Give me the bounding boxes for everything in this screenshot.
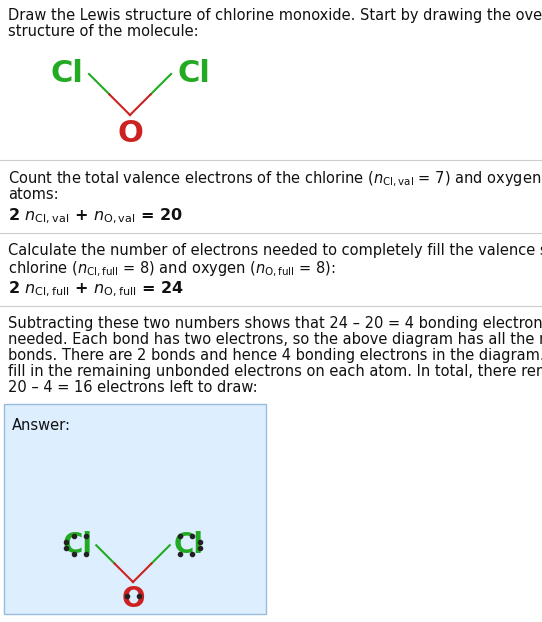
Text: 20 – 4 = 16 electrons left to draw:: 20 – 4 = 16 electrons left to draw: — [8, 380, 257, 395]
Text: bonds. There are 2 bonds and hence 4 bonding electrons in the diagram. Lastly,: bonds. There are 2 bonds and hence 4 bon… — [8, 348, 542, 363]
Text: structure of the molecule:: structure of the molecule: — [8, 24, 198, 39]
Text: atoms:: atoms: — [8, 187, 59, 202]
Text: 2 $n_{\rm Cl,full}$ + $n_{\rm O,full}$ = 24: 2 $n_{\rm Cl,full}$ + $n_{\rm O,full}$ =… — [8, 280, 184, 299]
Text: needed. Each bond has two electrons, so the above diagram has all the necessary: needed. Each bond has two electrons, so … — [8, 332, 542, 347]
Text: Cl: Cl — [174, 531, 204, 559]
Text: Subtracting these two numbers shows that 24 – 20 = 4 bonding electrons are: Subtracting these two numbers shows that… — [8, 316, 542, 331]
Text: O: O — [117, 119, 143, 148]
Text: Count the total valence electrons of the chlorine ($n_{\rm Cl,val}$ = 7) and oxy: Count the total valence electrons of the… — [8, 170, 542, 189]
FancyBboxPatch shape — [4, 404, 266, 614]
Text: chlorine ($n_{\rm Cl,full}$ = 8) and oxygen ($n_{\rm O,full}$ = 8):: chlorine ($n_{\rm Cl,full}$ = 8) and oxy… — [8, 260, 336, 279]
Text: O: O — [121, 585, 145, 613]
Text: fill in the remaining unbonded electrons on each atom. In total, there remain: fill in the remaining unbonded electrons… — [8, 364, 542, 379]
Text: Cl: Cl — [50, 60, 83, 88]
Text: Answer:: Answer: — [12, 418, 71, 433]
Text: Cl: Cl — [177, 60, 210, 88]
Text: Draw the Lewis structure of chlorine monoxide. Start by drawing the overall: Draw the Lewis structure of chlorine mon… — [8, 8, 542, 23]
Text: Calculate the number of electrons needed to completely fill the valence shells f: Calculate the number of electrons needed… — [8, 243, 542, 258]
Text: 2 $n_{\rm Cl,val}$ + $n_{\rm O,val}$ = 20: 2 $n_{\rm Cl,val}$ + $n_{\rm O,val}$ = 2… — [8, 207, 183, 226]
Text: Cl: Cl — [62, 531, 92, 559]
